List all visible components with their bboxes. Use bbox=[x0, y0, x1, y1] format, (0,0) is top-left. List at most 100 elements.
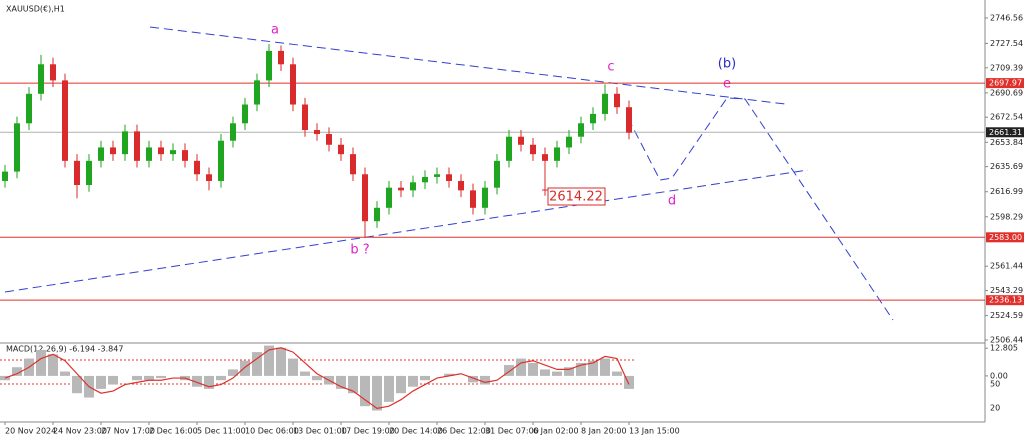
y-tick-label: 2653.84 bbox=[990, 138, 1023, 147]
candle-body bbox=[26, 93, 32, 124]
macd-bar bbox=[312, 375, 322, 381]
candle-body bbox=[50, 64, 56, 81]
y-tick-label: 2672.54 bbox=[990, 113, 1023, 122]
price-level-box bbox=[986, 295, 1024, 306]
candle-body bbox=[182, 150, 188, 161]
macd-title: MACD(12,26,9) -6.194 -3.847 bbox=[6, 345, 123, 354]
candle-body bbox=[590, 113, 596, 124]
candle-body bbox=[614, 93, 620, 108]
candle-body bbox=[326, 134, 332, 145]
candle-body bbox=[194, 160, 200, 175]
projection-path bbox=[627, 97, 894, 321]
x-tick-label: 5 Dec 11:00 bbox=[197, 427, 246, 436]
candle-body bbox=[374, 207, 380, 222]
candle-body bbox=[266, 50, 272, 81]
candle-body bbox=[362, 174, 368, 222]
wave-label: (b) bbox=[718, 57, 736, 72]
macd-bar bbox=[132, 375, 142, 381]
candle-body bbox=[206, 174, 212, 181]
y-tick-label: 2709.39 bbox=[990, 63, 1023, 72]
y-tick-label: 2561.44 bbox=[990, 262, 1023, 271]
x-tick-label: 20 Nov 2024 bbox=[5, 427, 56, 436]
price-level-label: 2583.00 bbox=[989, 233, 1022, 242]
candle-body bbox=[134, 131, 140, 161]
price-level-label: 2536.13 bbox=[989, 296, 1022, 305]
macd-bar bbox=[372, 375, 382, 411]
macd-bar bbox=[240, 360, 250, 376]
y-tick-label: 2598.29 bbox=[990, 212, 1023, 221]
macd-bar bbox=[12, 367, 22, 376]
candle-body bbox=[578, 123, 584, 137]
candle-body bbox=[566, 136, 572, 148]
y-tick-label: 2506.44 bbox=[990, 335, 1023, 344]
trend-lines bbox=[4, 26, 894, 321]
candle-body bbox=[122, 131, 128, 155]
macd-bar bbox=[336, 375, 346, 389]
macd-bar bbox=[540, 369, 550, 376]
macd-bar bbox=[480, 375, 490, 385]
candle-body bbox=[2, 171, 8, 181]
macd-bar bbox=[576, 362, 586, 376]
x-tick-label: 10 Dec 06:00 bbox=[245, 427, 299, 436]
wave-label: c bbox=[607, 60, 614, 75]
candle-body bbox=[218, 140, 224, 181]
macd-bar bbox=[408, 375, 418, 387]
macd-bar bbox=[396, 375, 406, 394]
macd-bar bbox=[612, 371, 622, 376]
macd-bar bbox=[468, 375, 478, 383]
candle-body bbox=[62, 80, 68, 161]
candle-body bbox=[14, 123, 20, 172]
macd-bar bbox=[564, 367, 574, 376]
wave-label: b ? bbox=[350, 243, 369, 258]
x-tick-label: 26 Dec 12:00 bbox=[437, 427, 491, 436]
candle-body bbox=[398, 187, 404, 191]
macd-bar bbox=[108, 375, 118, 385]
marked-low-box bbox=[547, 187, 606, 206]
candle-body bbox=[482, 187, 488, 208]
macd-bar bbox=[60, 371, 70, 376]
macd-bar bbox=[156, 375, 166, 379]
macd-axis-label: 50 bbox=[990, 380, 1000, 389]
macd-bar bbox=[624, 375, 634, 389]
candle-body bbox=[530, 144, 536, 155]
macd-bar bbox=[504, 365, 514, 376]
macd-bar bbox=[96, 375, 106, 389]
candle-body bbox=[422, 176, 428, 183]
macd-bar bbox=[276, 347, 286, 376]
x-tick-label: 13 Dec 01:00 bbox=[293, 427, 347, 436]
candle-body bbox=[338, 144, 344, 155]
macd-bar bbox=[444, 373, 454, 376]
macd-bar bbox=[348, 375, 358, 394]
macd-bar bbox=[216, 375, 226, 381]
candle-body bbox=[626, 107, 632, 133]
x-tick-label: 2 Dec 16:00 bbox=[149, 427, 198, 436]
macd-bar bbox=[264, 345, 274, 376]
wave-label: a bbox=[271, 23, 279, 38]
price-level-box bbox=[986, 78, 1024, 89]
last-price-label: 2661.31 bbox=[989, 128, 1022, 137]
macd-axis-label: 20 bbox=[990, 404, 1000, 413]
candle-body bbox=[86, 160, 92, 185]
candle-body bbox=[470, 190, 476, 208]
candle-body bbox=[110, 147, 116, 155]
upper-trend-line bbox=[149, 26, 786, 105]
y-tick-label: 2616.99 bbox=[990, 187, 1023, 196]
candle-body bbox=[386, 187, 392, 208]
candle-body bbox=[278, 50, 284, 65]
macd-bar bbox=[360, 375, 370, 407]
y-tick-label: 2543.29 bbox=[990, 286, 1023, 295]
marked-low: 2614.22 bbox=[549, 190, 603, 205]
macd-bar bbox=[384, 375, 394, 402]
macd-bar bbox=[588, 360, 598, 376]
candle-body bbox=[158, 147, 164, 155]
candle-body bbox=[170, 150, 176, 155]
macd-bar bbox=[252, 352, 262, 376]
x-tick-label: 24 Nov 23:00 bbox=[53, 427, 107, 436]
macd-bar bbox=[72, 375, 82, 394]
candle-body bbox=[602, 93, 608, 114]
y-tick-label: 0.00 bbox=[990, 371, 1008, 380]
macd-bar bbox=[528, 362, 538, 376]
macd-bar bbox=[516, 358, 526, 376]
wave-label: e bbox=[723, 77, 731, 92]
candle-body bbox=[302, 104, 308, 131]
